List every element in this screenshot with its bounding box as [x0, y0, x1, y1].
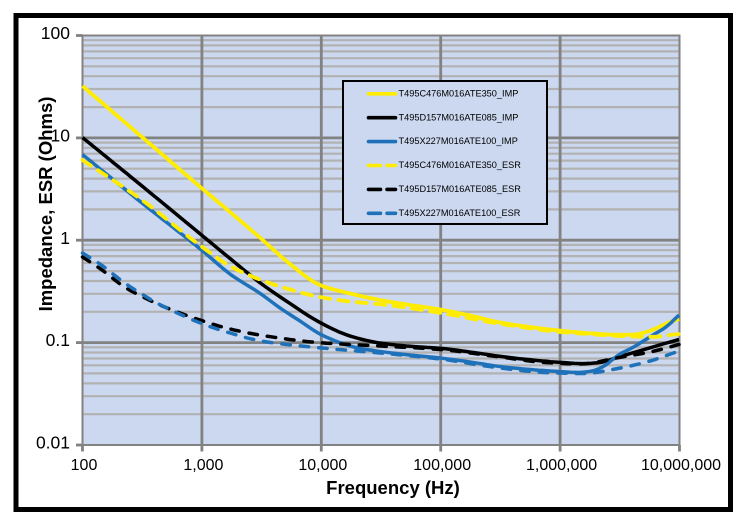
svg-text:100,000: 100,000: [413, 457, 471, 474]
svg-text:10: 10: [51, 125, 71, 145]
svg-text:100: 100: [71, 457, 98, 474]
svg-text:T495X227M016ATE100_ESR: T495X227M016ATE100_ESR: [399, 208, 521, 218]
svg-text:1: 1: [60, 228, 70, 248]
svg-text:10,000: 10,000: [298, 457, 347, 474]
svg-text:T495C476M016ATE350_IMP: T495C476M016ATE350_IMP: [399, 88, 519, 98]
svg-text:0.01: 0.01: [36, 433, 70, 453]
svg-text:Impedance, ESR (Ohms): Impedance, ESR (Ohms): [35, 97, 56, 312]
svg-text:T495X227M016ATE100_IMP: T495X227M016ATE100_IMP: [399, 136, 518, 146]
svg-text:0.1: 0.1: [46, 330, 70, 350]
svg-text:T495D157M016ATE085_IMP: T495D157M016ATE085_IMP: [399, 112, 519, 122]
svg-text:100: 100: [41, 23, 70, 43]
svg-text:1,000,000: 1,000,000: [526, 457, 597, 474]
svg-text:Frequency (Hz): Frequency (Hz): [326, 477, 460, 498]
svg-text:T495D157M016ATE085_ESR: T495D157M016ATE085_ESR: [399, 184, 522, 194]
svg-text:10,000,000: 10,000,000: [641, 457, 721, 474]
svg-text:T495C476M016ATE350_ESR: T495C476M016ATE350_ESR: [399, 160, 522, 170]
svg-text:1,000: 1,000: [183, 457, 223, 474]
